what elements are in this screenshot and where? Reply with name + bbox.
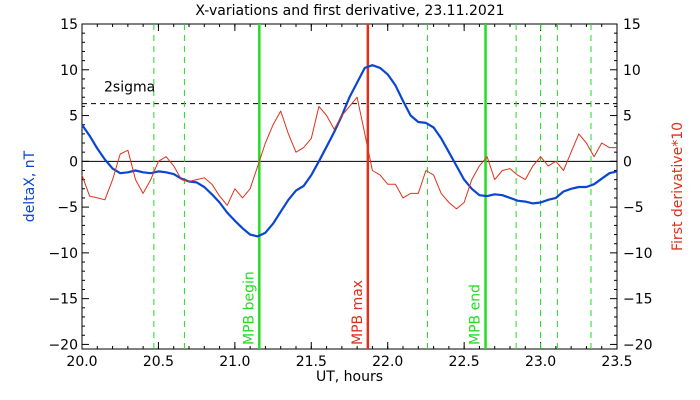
deltax-series-line [81,64,618,238]
x-tick-label: 21.0 [219,354,250,370]
y-tick-label-left: 10 [60,63,78,79]
x-tick-label: 20.0 [66,354,97,370]
event-marker-label: MPB max [350,280,366,345]
derivative-series-line [81,96,617,210]
y-axis-right-label: First derivative*10 [670,122,686,251]
sigma-label: 2sigma [104,80,155,96]
y-axis-left-label: deltaX, nT [22,150,38,222]
x-tick-label: 20.5 [143,354,174,370]
x-tick-label: 23.0 [525,354,556,370]
y-tick-label-left: −15 [48,292,78,308]
y-tick-label-right: −10 [623,246,653,262]
y-tick-label-right: 10 [623,63,641,79]
y-tick-label-right: −20 [623,337,653,353]
y-tick-label-left: 0 [69,154,78,170]
y-tick-label-left: −10 [48,246,78,262]
y-tick-label-right: −15 [623,292,653,308]
y-tick-label-left: −5 [57,200,78,216]
y-tick-label-right: 15 [623,17,641,33]
x-tick-label: 22.0 [372,354,403,370]
x-tick-label: 23.5 [601,354,632,370]
plot-frame [81,23,618,350]
y-tick-label-left: −20 [48,337,78,353]
y-tick-label-right: 5 [623,109,632,125]
event-marker-label: MPB end [468,284,484,345]
event-marker-label: MPB begin [241,271,257,345]
x-tick-label: 21.5 [296,354,327,370]
y-tick-label-right: −5 [623,200,644,216]
y-tick-label-left: 5 [69,109,78,125]
chart-title: X-variations and first derivative, 23.11… [195,3,504,19]
x-tick-label: 22.5 [449,354,480,370]
y-tick-label-left: 15 [60,17,78,33]
x-axis-label: UT, hours [316,369,383,385]
y-tick-label-right: 0 [623,154,632,170]
